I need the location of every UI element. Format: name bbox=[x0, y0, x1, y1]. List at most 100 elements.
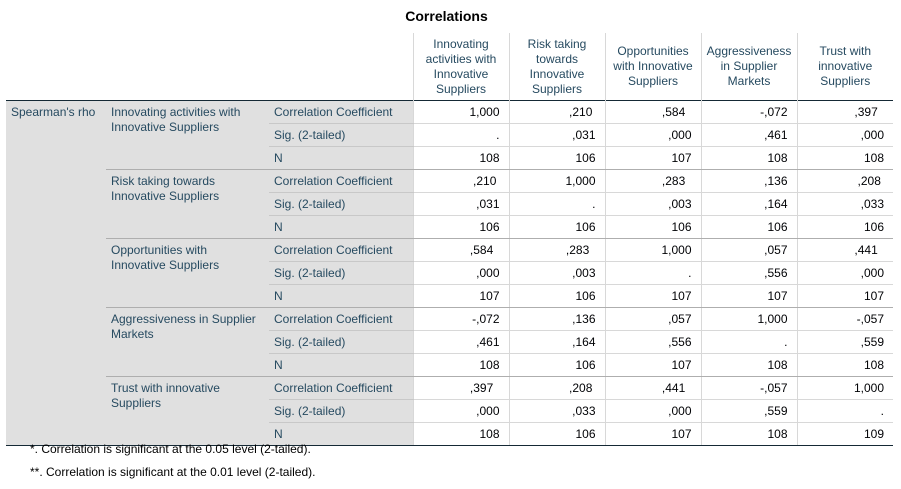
table-row: N 107 106 107 107 107 bbox=[6, 284, 893, 308]
column-header: Opportunities with Innovative Suppliers bbox=[604, 33, 701, 101]
table-row: N 108 106 107 108 108 bbox=[6, 353, 893, 377]
variable-label: Opportunities with Innovative Suppliers bbox=[106, 238, 269, 308]
variable-label: Innovating activities with Innovative Su… bbox=[106, 100, 269, 170]
n-cell: 108 bbox=[796, 146, 893, 170]
n-cell: 108 bbox=[700, 146, 797, 170]
significance-marker: * bbox=[592, 100, 596, 106]
significance-marker: ** bbox=[493, 238, 500, 244]
significance-marker: ** bbox=[877, 100, 884, 106]
statistic-label: Correlation Coefficient bbox=[269, 307, 413, 331]
correlation-cell: ,210* bbox=[412, 169, 509, 193]
sig-cell: ,164 bbox=[700, 192, 797, 216]
correlation-value: -,057 bbox=[760, 381, 788, 395]
correlation-value: ,283 bbox=[661, 174, 686, 188]
significance-marker: ** bbox=[685, 376, 692, 382]
table-row: Risk taking towards Innovative Suppliers… bbox=[6, 169, 893, 239]
correlation-value: ,057 bbox=[668, 312, 692, 326]
method-label: Spearman's rho bbox=[6, 100, 106, 446]
sig-cell: ,000 bbox=[796, 123, 893, 147]
statistic-label: N bbox=[269, 353, 413, 377]
table-row: Spearman's rho Innovating activities with… bbox=[6, 100, 893, 446]
table-row: Aggressiveness in Supplier Markets Correl… bbox=[6, 307, 893, 377]
correlation-value: -,072 bbox=[472, 312, 500, 326]
n-cell: 109 bbox=[796, 422, 893, 446]
statistic-label: N bbox=[269, 146, 413, 170]
variable-label: Aggressiveness in Supplier Markets bbox=[106, 307, 269, 377]
sig-cell: ,461 bbox=[700, 123, 797, 147]
n-cell: 108 bbox=[412, 422, 509, 446]
sig-cell: ,033 bbox=[508, 399, 605, 423]
n-cell: 107 bbox=[796, 284, 893, 308]
correlation-cell: ,584** bbox=[412, 238, 509, 262]
correlation-cell: -,072 bbox=[700, 100, 797, 124]
correlation-cell: -,057 bbox=[700, 376, 797, 400]
correlation-value: 1,000 bbox=[565, 174, 596, 188]
correlation-cell: ,208* bbox=[508, 376, 605, 400]
n-cell: 106 bbox=[508, 353, 605, 377]
correlation-cell: ,208* bbox=[796, 169, 893, 193]
n-cell: 108 bbox=[796, 353, 893, 377]
statistic-label: Sig. (2-tailed) bbox=[269, 330, 413, 354]
table-title: Correlations bbox=[405, 8, 488, 24]
correlation-value: ,584 bbox=[469, 243, 494, 257]
sig-cell: ,031 bbox=[508, 123, 605, 147]
significance-marker: ** bbox=[685, 169, 692, 175]
variable-label: Risk taking towards Innovative Suppliers bbox=[106, 169, 269, 239]
sig-cell: ,164 bbox=[508, 330, 605, 354]
correlation-value: ,210 bbox=[569, 105, 593, 119]
sig-cell: ,003 bbox=[508, 261, 605, 285]
sig-cell: ,033 bbox=[796, 192, 893, 216]
correlation-value: 1,000 bbox=[853, 381, 884, 395]
n-cell: 106 bbox=[508, 146, 605, 170]
table-row: N 108 106 107 108 109 bbox=[6, 422, 893, 446]
table-row: Opportunities with Innovative Suppliers C… bbox=[6, 238, 893, 308]
sig-cell: . bbox=[604, 261, 701, 285]
n-cell: 107 bbox=[604, 284, 701, 308]
correlation-value: ,397 bbox=[854, 105, 878, 119]
n-cell: 107 bbox=[604, 422, 701, 446]
statistic-label: Correlation Coefficient bbox=[269, 238, 413, 262]
column-header: Trust with innovative Suppliers bbox=[796, 33, 893, 101]
statistic-label: Correlation Coefficient bbox=[269, 100, 413, 124]
correlation-cell: -,057 bbox=[796, 307, 893, 331]
correlation-cell: -,072 bbox=[412, 307, 509, 331]
statistic-label: N bbox=[269, 284, 413, 308]
sig-cell: ,556 bbox=[700, 261, 797, 285]
statistic-label: N bbox=[269, 422, 413, 446]
correlation-cell: ,283** bbox=[604, 169, 701, 193]
statistic-label: Correlation Coefficient bbox=[269, 169, 413, 193]
correlation-value: ,210 bbox=[473, 174, 497, 188]
correlation-value: ,283 bbox=[565, 243, 590, 257]
significance-marker: * bbox=[880, 169, 884, 175]
n-cell: 107 bbox=[412, 284, 509, 308]
sig-cell: ,000 bbox=[412, 261, 509, 285]
footnote-01: **. Correlation is significant at the 0.… bbox=[30, 465, 316, 479]
column-header: Aggressiveness in Supplier Markets bbox=[700, 33, 797, 101]
correlation-cell: ,397** bbox=[796, 100, 893, 124]
table-row: Sig. (2-tailed) ,031. ,003,164,033 bbox=[6, 192, 893, 216]
significance-marker: ** bbox=[877, 238, 884, 244]
correlation-cell: 1,000 bbox=[604, 238, 701, 262]
sig-cell: ,000 bbox=[412, 399, 509, 423]
statistic-label: Sig. (2-tailed) bbox=[269, 123, 413, 147]
sig-cell: . bbox=[796, 399, 893, 423]
correlation-cell: ,584** bbox=[604, 100, 701, 124]
n-cell: 106 bbox=[796, 215, 893, 239]
n-cell: 108 bbox=[412, 146, 509, 170]
n-cell: 108 bbox=[700, 353, 797, 377]
header-blank bbox=[106, 33, 269, 101]
sig-cell: ,556 bbox=[604, 330, 701, 354]
correlation-value: ,208 bbox=[857, 174, 881, 188]
correlation-value: ,397 bbox=[469, 381, 494, 395]
sig-cell: ,000 bbox=[604, 123, 701, 147]
n-cell: 106 bbox=[604, 215, 701, 239]
n-cell: 107 bbox=[604, 146, 701, 170]
correlation-value: 1,000 bbox=[469, 105, 500, 119]
correlation-value: 1,000 bbox=[661, 243, 692, 257]
correlation-value: ,208 bbox=[569, 381, 593, 395]
column-header: Risk taking towards Innovative Suppliers bbox=[508, 33, 605, 101]
table-row: N 108 106 107 108 108 bbox=[6, 146, 893, 170]
n-cell: 107 bbox=[700, 284, 797, 308]
n-cell: 106 bbox=[412, 215, 509, 239]
table-row: Sig. (2-tailed) ,000,033,000,559. bbox=[6, 399, 893, 423]
